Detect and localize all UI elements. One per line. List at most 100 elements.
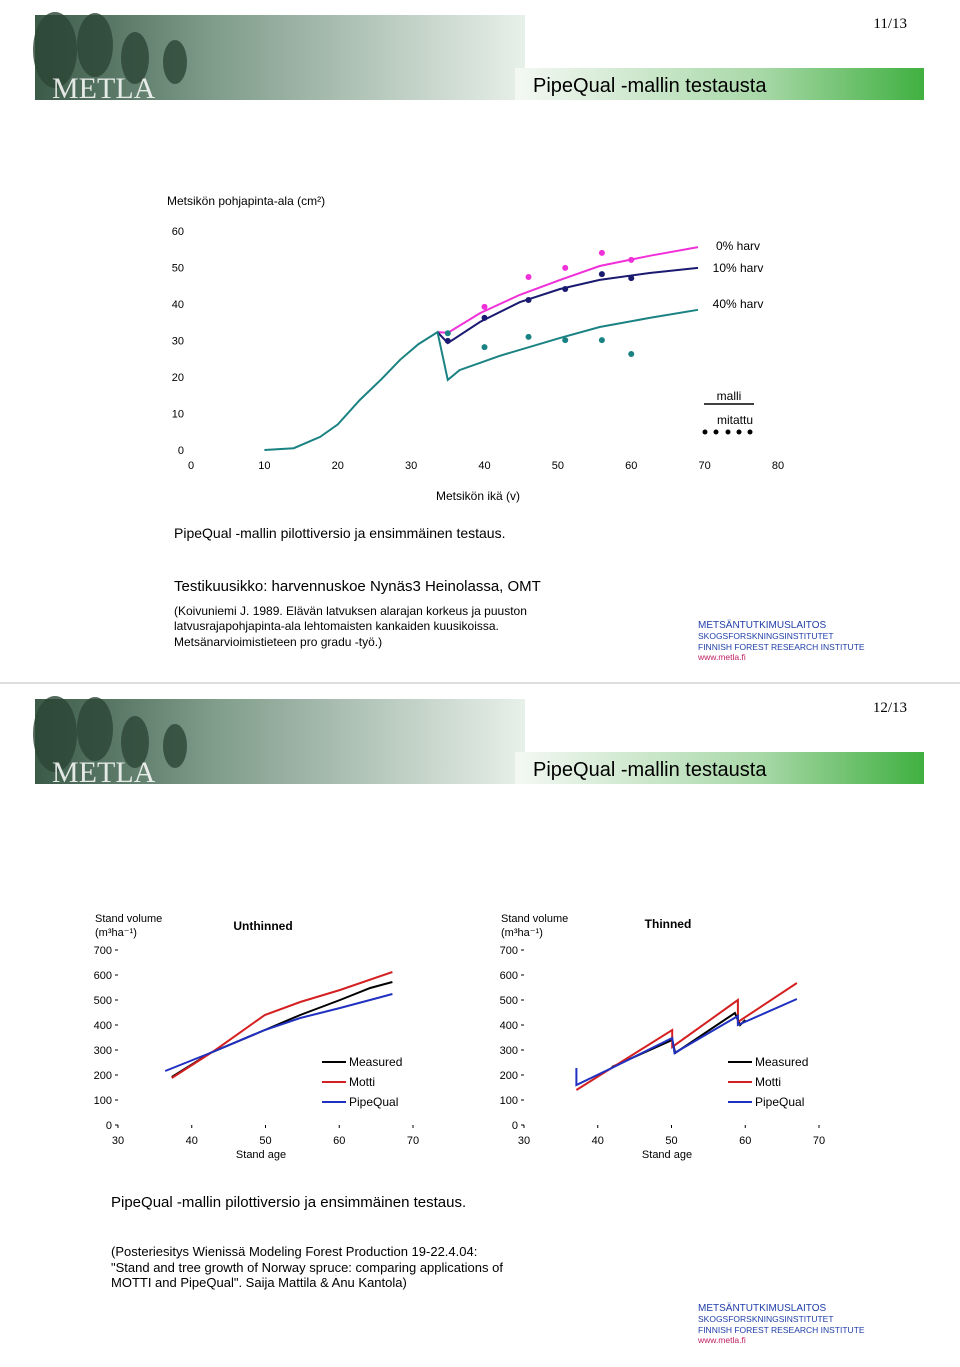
x-tick-label: 40	[186, 1135, 198, 1147]
measured-point	[598, 271, 605, 278]
y-tick-label: 30	[172, 336, 184, 348]
y-tick-label: 100	[500, 1095, 518, 1107]
y-tick-label: 0	[106, 1120, 112, 1132]
y-tick-label: 10	[172, 409, 184, 421]
x-tick-label: 50	[552, 460, 564, 472]
x-tick-label: 20	[332, 460, 344, 472]
measured-point	[481, 344, 488, 351]
measured-point	[628, 275, 635, 282]
measured-point	[481, 303, 488, 310]
y-tick-label: 400	[94, 1020, 112, 1032]
slide-title: PipeQual -mallin testausta	[533, 759, 767, 781]
x-tick-label: 70	[813, 1135, 825, 1147]
measured-point	[628, 351, 635, 358]
legend-dot	[713, 429, 719, 435]
page-number: 12/13	[873, 700, 907, 716]
x-tick-label: 30	[112, 1135, 124, 1147]
legend-label: Measured	[755, 1055, 808, 1069]
chart-title: Thinned	[645, 917, 692, 931]
series-line	[437, 246, 699, 334]
x-axis-label: Stand age	[642, 1149, 692, 1161]
legend-label: mitattu	[717, 413, 753, 427]
y-tick-label: 300	[500, 1045, 518, 1057]
measured-point	[525, 273, 532, 280]
x-tick-label: 70	[407, 1135, 419, 1147]
legend-label: Motti	[349, 1075, 375, 1089]
footer-text: FINNISH FOREST RESEARCH INSTITUTE	[698, 1325, 865, 1335]
measured-point	[444, 337, 451, 344]
y-axis-label: Stand volume	[95, 913, 162, 925]
measured-point	[481, 314, 488, 321]
legend-label: malli	[717, 389, 742, 403]
x-tick-label: 50	[259, 1135, 271, 1147]
tree	[33, 696, 77, 772]
y-tick-label: 600	[500, 970, 518, 982]
y-tick-label: 50	[172, 263, 184, 275]
x-tick-label: 60	[333, 1135, 345, 1147]
tree	[163, 724, 187, 768]
y-tick-label: 700	[500, 945, 518, 957]
tree	[77, 697, 113, 761]
logo: METLA	[52, 72, 156, 105]
x-tick-label: 30	[405, 460, 417, 472]
legend-dot	[725, 429, 731, 435]
body-text: PipeQual -mallin pilottiversio ja ensimm…	[111, 1194, 466, 1211]
series-line	[436, 266, 699, 345]
y-tick-label: 300	[94, 1045, 112, 1057]
x-tick-label: 10	[258, 460, 270, 472]
note-text: (Posteriesitys Wienissä Modeling Forest …	[111, 1244, 477, 1259]
footer-text: METSÄNTUTKIMUSLAITOS	[698, 1302, 826, 1314]
title-bar	[515, 68, 924, 100]
y-tick-label: 500	[94, 995, 112, 1007]
measured-point	[562, 286, 569, 293]
y-tick-label: 200	[94, 1070, 112, 1082]
y-tick-label: 0	[512, 1120, 518, 1132]
x-tick-label: 80	[772, 460, 784, 472]
legend-label: PipeQual	[755, 1095, 804, 1109]
x-tick-label: 60	[739, 1135, 751, 1147]
y-tick-label: 0	[178, 445, 184, 457]
tree	[163, 40, 187, 84]
x-tick-label: 40	[478, 460, 490, 472]
x-tick-label: 40	[592, 1135, 604, 1147]
chart-title: Metsikön pohjapinta-ala (cm²)	[167, 194, 325, 208]
measured-point	[525, 296, 532, 303]
y-axis-label: Stand volume	[501, 913, 568, 925]
title-bar	[515, 752, 924, 784]
legend-label: 0% harv	[716, 239, 760, 253]
measured-point	[628, 256, 635, 263]
measured-point	[525, 333, 532, 340]
legend-dot	[702, 429, 708, 435]
footer-text: www.metla.fi	[697, 1335, 746, 1345]
legend-dot	[747, 429, 753, 435]
legend-label: Measured	[349, 1055, 402, 1069]
x-tick-label: 70	[699, 460, 711, 472]
x-axis-label: Metsikön ikä (v)	[436, 489, 520, 503]
banner	[35, 15, 525, 100]
series-line	[264, 308, 699, 451]
tree	[33, 12, 77, 88]
series-line	[164, 993, 393, 1072]
measured-point	[598, 249, 605, 256]
footer-text: SKOGSFORSKNINGSINSTITUTET	[698, 1314, 834, 1324]
footer-text: FINNISH FOREST RESEARCH INSTITUTE	[698, 642, 865, 652]
measured-point	[598, 337, 605, 344]
measured-point	[562, 264, 569, 271]
legend-label: PipeQual	[349, 1095, 398, 1109]
x-tick-label: 60	[625, 460, 637, 472]
series-line	[575, 998, 798, 1087]
y-tick-label: 20	[172, 372, 184, 384]
note-text: "Stand and tree growth of Norway spruce:…	[111, 1260, 503, 1275]
tree	[121, 32, 149, 84]
y-tick-label: 700	[94, 945, 112, 957]
footer-text: METSÄNTUTKIMUSLAITOS	[698, 619, 826, 631]
legend-dot	[736, 429, 742, 435]
legend-label: 10% harv	[713, 261, 764, 275]
y-tick-label: 500	[500, 995, 518, 1007]
y-tick-label: 600	[94, 970, 112, 982]
measured-point	[444, 330, 451, 337]
x-axis-label: Stand age	[236, 1149, 286, 1161]
legend-label: 40% harv	[713, 297, 764, 311]
body-text: PipeQual -mallin pilottiversio ja ensimm…	[174, 525, 505, 541]
note-text: latvusrajapohjapinta-ala lehtomaisten ka…	[174, 619, 499, 633]
